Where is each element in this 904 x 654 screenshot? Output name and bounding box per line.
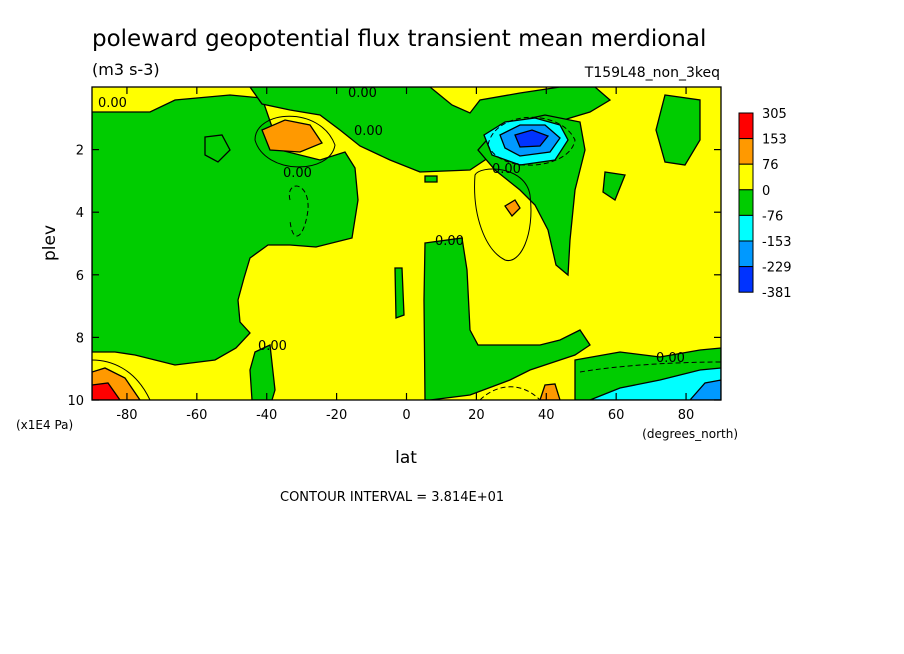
contour-label: 0.00 — [258, 339, 287, 354]
y-axis-label: plev — [40, 225, 60, 261]
colorbar-label: 76 — [762, 158, 779, 173]
colorbar-swatch — [738, 163, 754, 191]
contour-lines — [92, 115, 721, 400]
colorbar-swatch — [738, 240, 754, 268]
contour-label: 0.00 — [656, 351, 685, 366]
y-tick-label: 10 — [67, 394, 84, 409]
y-tick-label: 4 — [76, 206, 84, 221]
colorbar-label: -381 — [762, 286, 792, 301]
x-tick-label: 80 — [678, 408, 695, 423]
contour-labels: 0.00 0.00 0.00 0.00 0.00 0.00 0.00 0.00 — [98, 86, 685, 366]
x-tick-label: 20 — [468, 408, 485, 423]
run-label: T159L48_non_3keq — [584, 65, 720, 81]
colorbar-swatch — [738, 138, 754, 165]
colorbar-label: 305 — [762, 107, 787, 122]
x-tick-label: -80 — [116, 408, 137, 423]
colorbar-label: -153 — [762, 235, 792, 250]
contour-label: 0.00 — [283, 166, 312, 181]
colorbar-swatch — [738, 266, 754, 293]
x-tick-label: 60 — [608, 408, 625, 423]
chart-title: poleward geopotential flux transient mea… — [92, 26, 706, 52]
x-axis-units: (degrees_north) — [642, 427, 738, 441]
colorbar-label: 153 — [762, 133, 787, 148]
positive-regions — [92, 119, 561, 400]
x-tick-label: 40 — [538, 408, 555, 423]
units-label: (m3 s-3) — [92, 60, 160, 79]
contour-interval: CONTOUR INTERVAL = 3.814E+01 — [280, 490, 504, 505]
y-tick-label: 2 — [76, 144, 84, 159]
contour-label: 0.00 — [348, 86, 377, 101]
x-axis: -80 -60 -40 -20 0 20 40 60 80 — [116, 87, 694, 423]
y-axis-units: (x1E4 Pa) — [16, 418, 73, 432]
y-tick-label: 6 — [76, 269, 84, 284]
contour-label: 0.00 — [98, 96, 127, 111]
colorbar-label: -229 — [762, 261, 792, 276]
x-axis-label: lat — [395, 448, 417, 468]
y-tick-label: 8 — [76, 331, 84, 346]
contour-label: 0.00 — [492, 162, 521, 177]
strong-negative-regions — [483, 117, 721, 400]
colorbar-swatch — [738, 112, 754, 140]
y-axis: 2 4 6 8 10 — [67, 144, 721, 409]
contour-label: 0.00 — [435, 234, 464, 249]
x-tick-label: -40 — [256, 408, 277, 423]
x-tick-label: -60 — [186, 408, 207, 423]
colorbar-swatch — [738, 214, 754, 242]
colorbar-label: 0 — [762, 184, 770, 199]
contour-label: 0.00 — [354, 124, 383, 139]
colorbar-label: -76 — [762, 209, 783, 224]
colorbar-legend: 305 153 76 0 -76 -153 -229 -381 — [738, 107, 792, 301]
x-tick-label: -20 — [326, 408, 347, 423]
x-tick-label: 0 — [402, 408, 410, 423]
colorbar-swatch — [738, 189, 754, 216]
plot-area — [92, 87, 721, 400]
